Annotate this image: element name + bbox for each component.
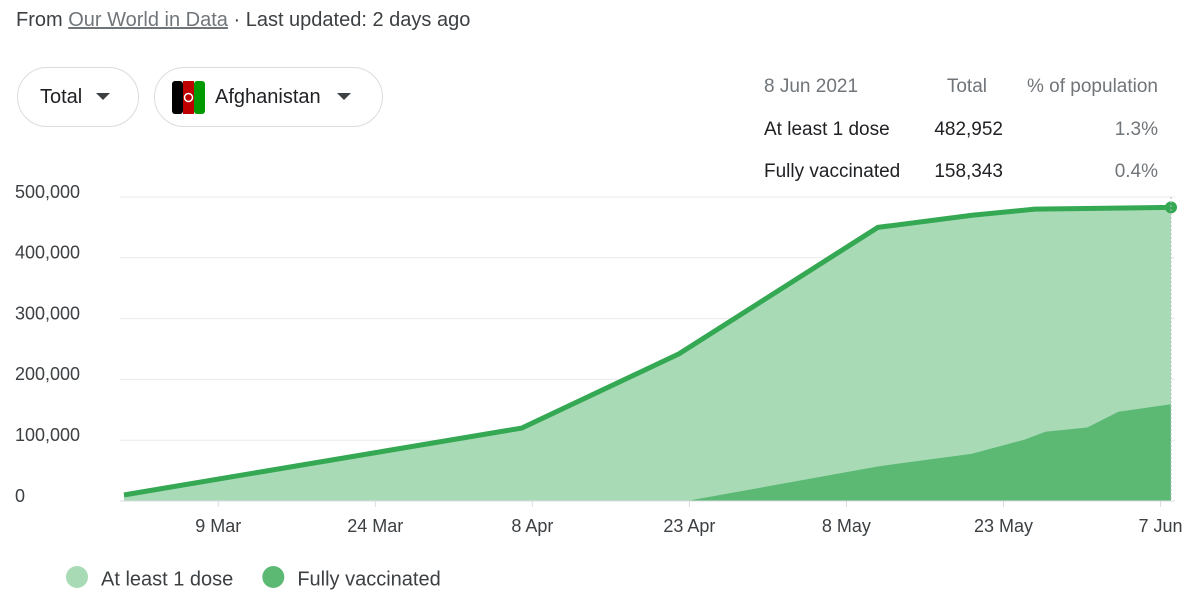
source-link[interactable]: Our World in Data [68, 9, 228, 31]
legend-label: Fully vaccinated [297, 568, 440, 590]
y-tick-label: 500,000 [15, 182, 80, 202]
y-tick-label: 400,000 [15, 243, 80, 263]
area-fill [124, 207, 1171, 502]
flag [172, 80, 205, 114]
dropdown-arrow [96, 93, 111, 100]
x-tick-label: 9 Mar [195, 516, 241, 536]
y-tick-label: 300,000 [15, 303, 80, 323]
legend-swatch [262, 566, 285, 588]
updated: · Last updated: 2 days ago [233, 9, 471, 31]
end-marker [1165, 201, 1177, 214]
x-tick-label: 8 May [822, 516, 871, 536]
series-line [689, 404, 1172, 502]
y-tick-label: 0 [15, 486, 25, 506]
legend-swatch [66, 566, 88, 588]
legend-label: At least 1 dose [101, 568, 233, 590]
summary-column: % of population [1027, 76, 1158, 97]
x-tick-label: 23 May [974, 516, 1033, 536]
y-tick-label: 100,000 [15, 425, 80, 445]
summary-total: 158,343 [934, 161, 1003, 182]
x-tick-label: 8 Apr [511, 516, 553, 536]
area-fill [689, 404, 1171, 501]
summary-row-label: At least 1 dose [764, 119, 890, 140]
x-tick-label: 23 Apr [663, 516, 715, 536]
summary-total: 482,952 [934, 119, 1003, 140]
metric-dropdown[interactable]: Total [17, 67, 139, 127]
country-label: Afghanistan [215, 85, 321, 108]
header: From Our World in Data · Last updated: 2… [16, 9, 470, 32]
y-tick-label: 200,000 [15, 364, 80, 384]
dropdown-arrow [336, 93, 351, 100]
metric-label: Total [40, 85, 83, 108]
summary-column: Total [946, 76, 987, 97]
summary-percent: 0.4% [1114, 161, 1158, 182]
summary-percent: 1.3% [1114, 119, 1158, 140]
country-dropdown[interactable]: Afghanistan [154, 67, 383, 127]
summary-date: 8 Jun 2021 [764, 76, 859, 97]
source-prefix: From [16, 9, 63, 31]
x-tick-label: 7 Jun [1139, 516, 1183, 536]
series-line [123, 204, 1172, 498]
summary-row-label: Fully vaccinated [764, 161, 901, 182]
x-tick-label: 24 Mar [347, 516, 403, 536]
